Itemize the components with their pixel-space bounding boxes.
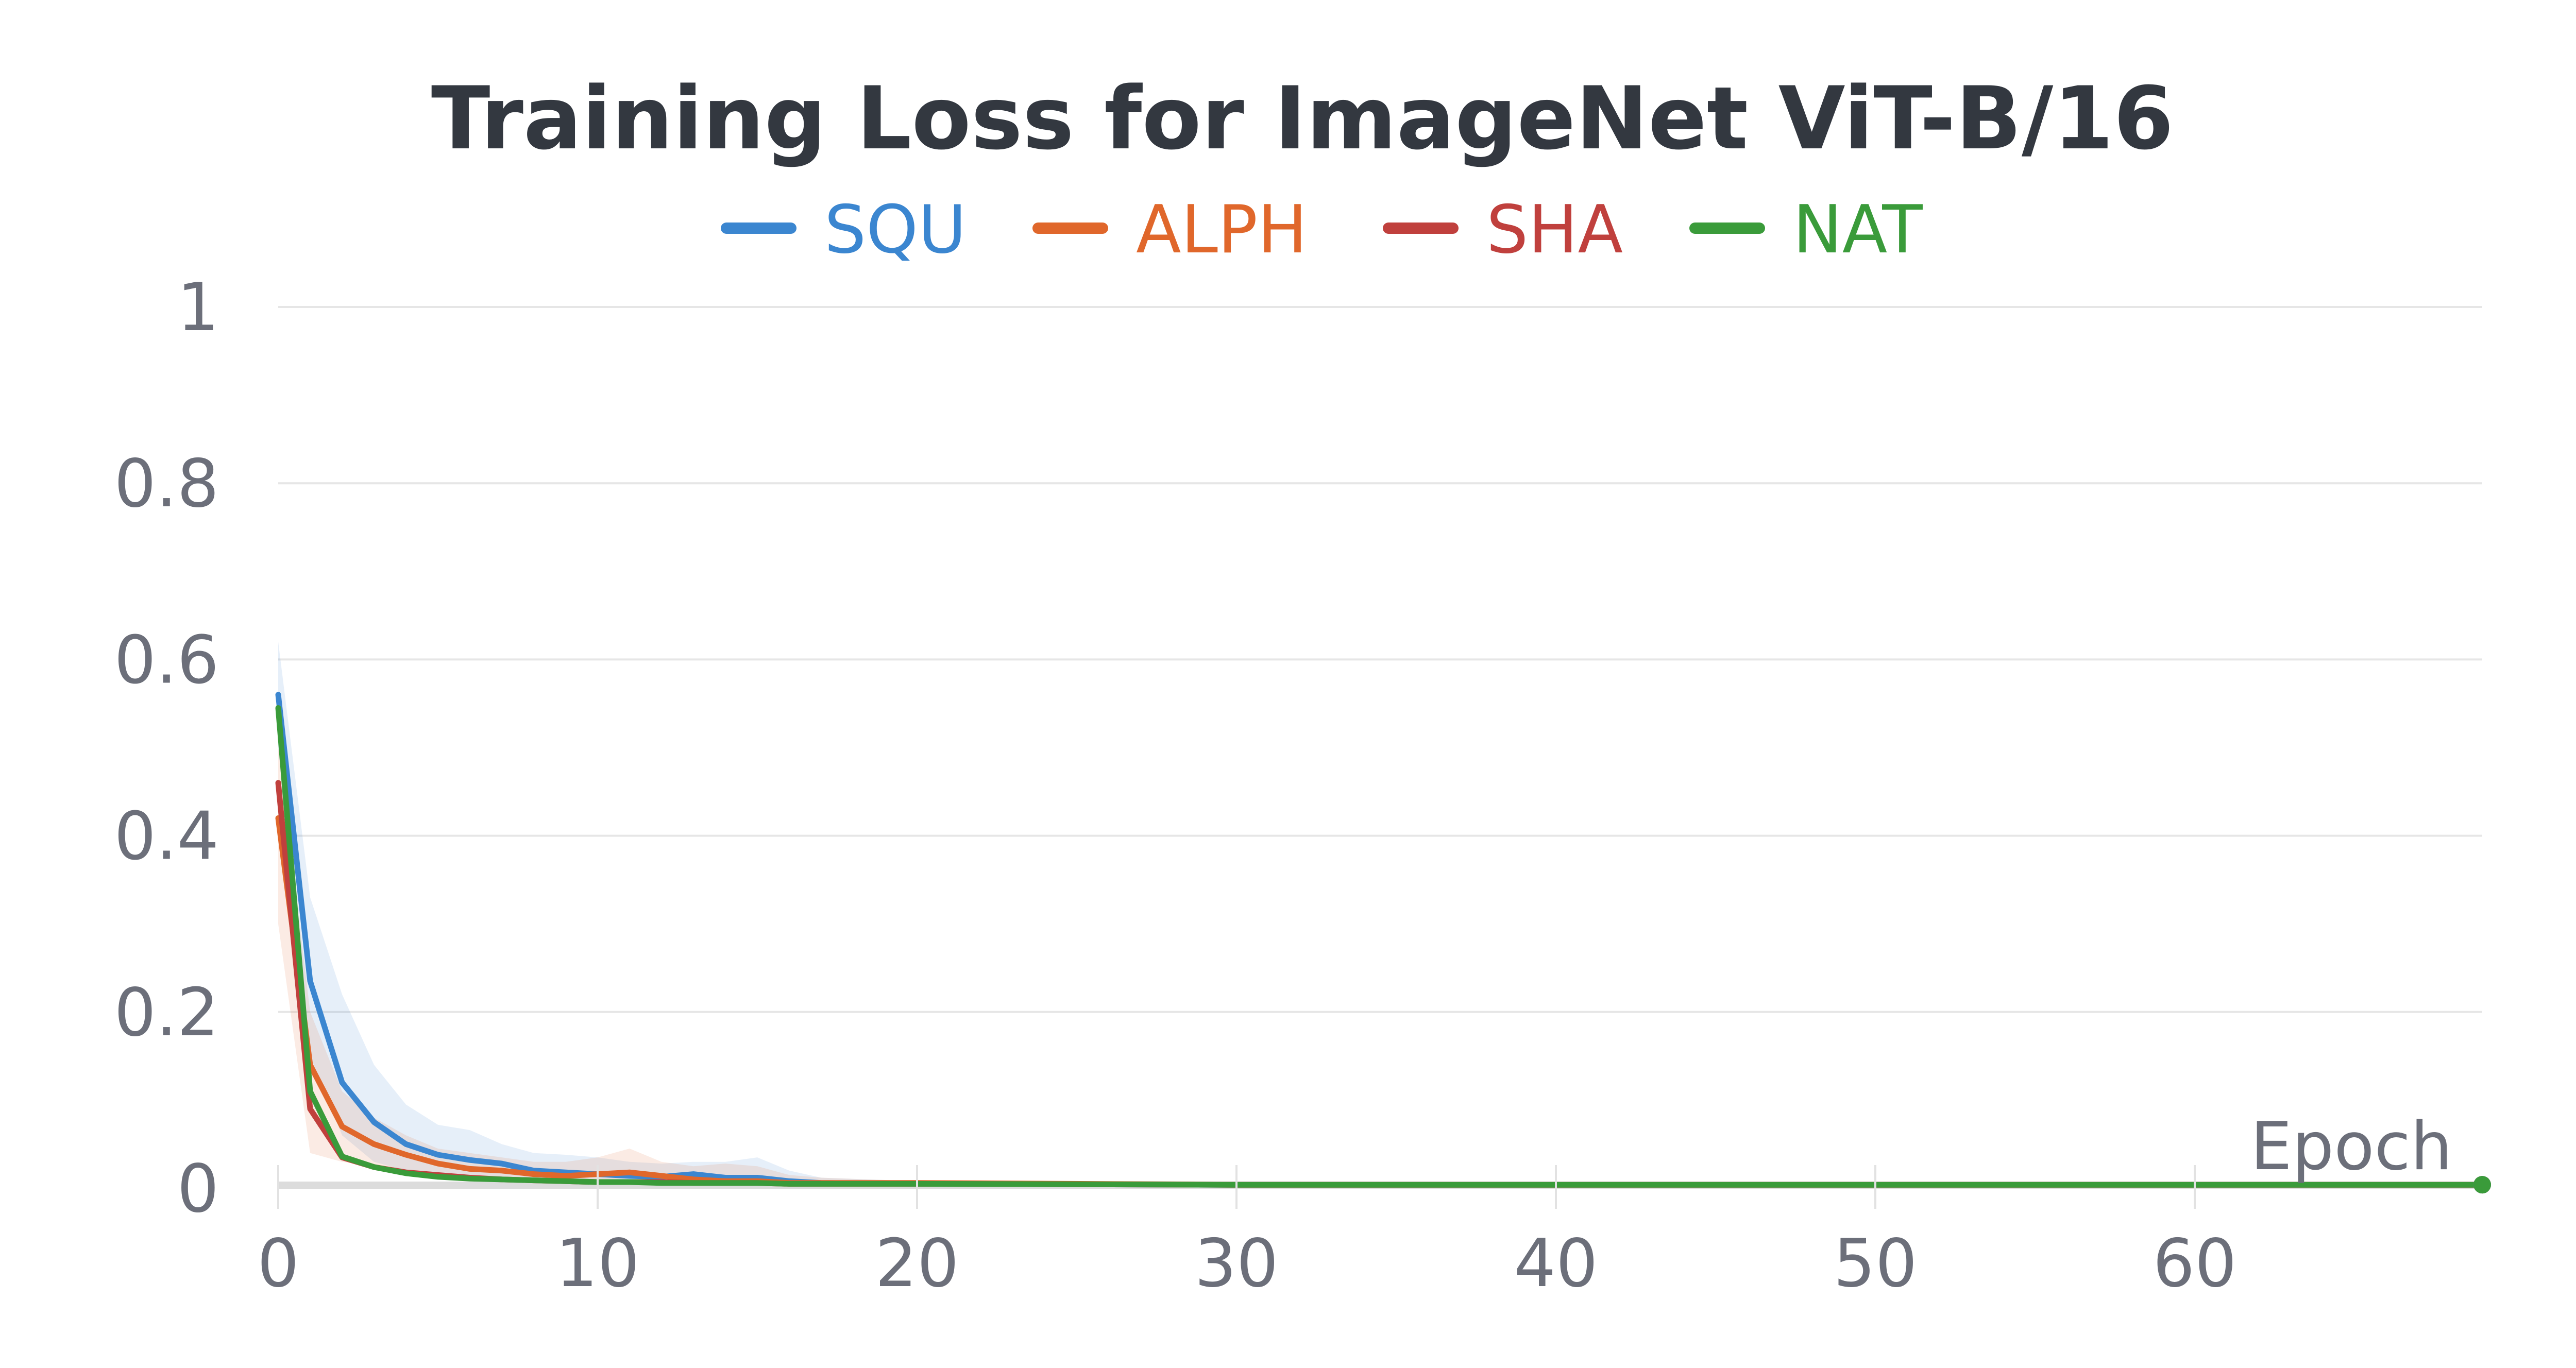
x-axis-label: Epoch: [2250, 1108, 2452, 1185]
series-line-sha: [275, 780, 2485, 1188]
confidence-bands: [278, 642, 2482, 1187]
series-endpoints: [2473, 1176, 2491, 1194]
legend-label: NAT: [1793, 192, 1923, 268]
series-line-alph: [275, 815, 2485, 1188]
series-line-squ: [275, 692, 2485, 1188]
legend-item-nat[interactable]: NAT: [1689, 192, 1923, 268]
x-tick-label: 50: [1834, 1225, 1918, 1302]
legend-label: SQU: [824, 192, 967, 268]
y-tick-label: 0.8: [114, 446, 219, 522]
gridlines: [277, 306, 2482, 1209]
y-tick-label: 0.6: [114, 622, 219, 698]
x-tick-label: 60: [2153, 1225, 2237, 1302]
y-tick-label: 0: [177, 1151, 219, 1227]
series-lines: [275, 692, 2485, 1188]
legend-item-squ[interactable]: SQU: [721, 192, 967, 268]
y-tick-label: 0.2: [114, 974, 219, 1051]
x-tick-label: 40: [1514, 1225, 1598, 1302]
x-tick-label: 10: [556, 1225, 640, 1302]
legend-label: ALPH: [1136, 192, 1307, 268]
chart-title: Training Loss for ImageNet ViT-B/16: [431, 68, 2174, 169]
y-tick-label: 0.4: [114, 798, 219, 875]
x-axis: 0 10 20 30 40 50 60: [257, 1165, 2236, 1302]
legend-label: SHA: [1486, 192, 1623, 268]
legend-item-alph[interactable]: ALPH: [1032, 192, 1307, 268]
y-axis: 0 0.2 0.4 0.6 0.8 1: [114, 269, 219, 1227]
y-tick-label: 1: [177, 269, 219, 346]
legend: SQU ALPH SHA NAT: [721, 192, 1923, 268]
legend-item-sha[interactable]: SHA: [1383, 192, 1623, 268]
x-tick-label: 0: [257, 1225, 299, 1302]
endpoint-nat: [2473, 1176, 2491, 1194]
series-line-nat: [275, 705, 2485, 1188]
band-alph: [278, 747, 2482, 1187]
band-squ: [278, 642, 2482, 1187]
x-tick-label: 20: [875, 1225, 959, 1302]
x-tick-label: 30: [1195, 1225, 1279, 1302]
